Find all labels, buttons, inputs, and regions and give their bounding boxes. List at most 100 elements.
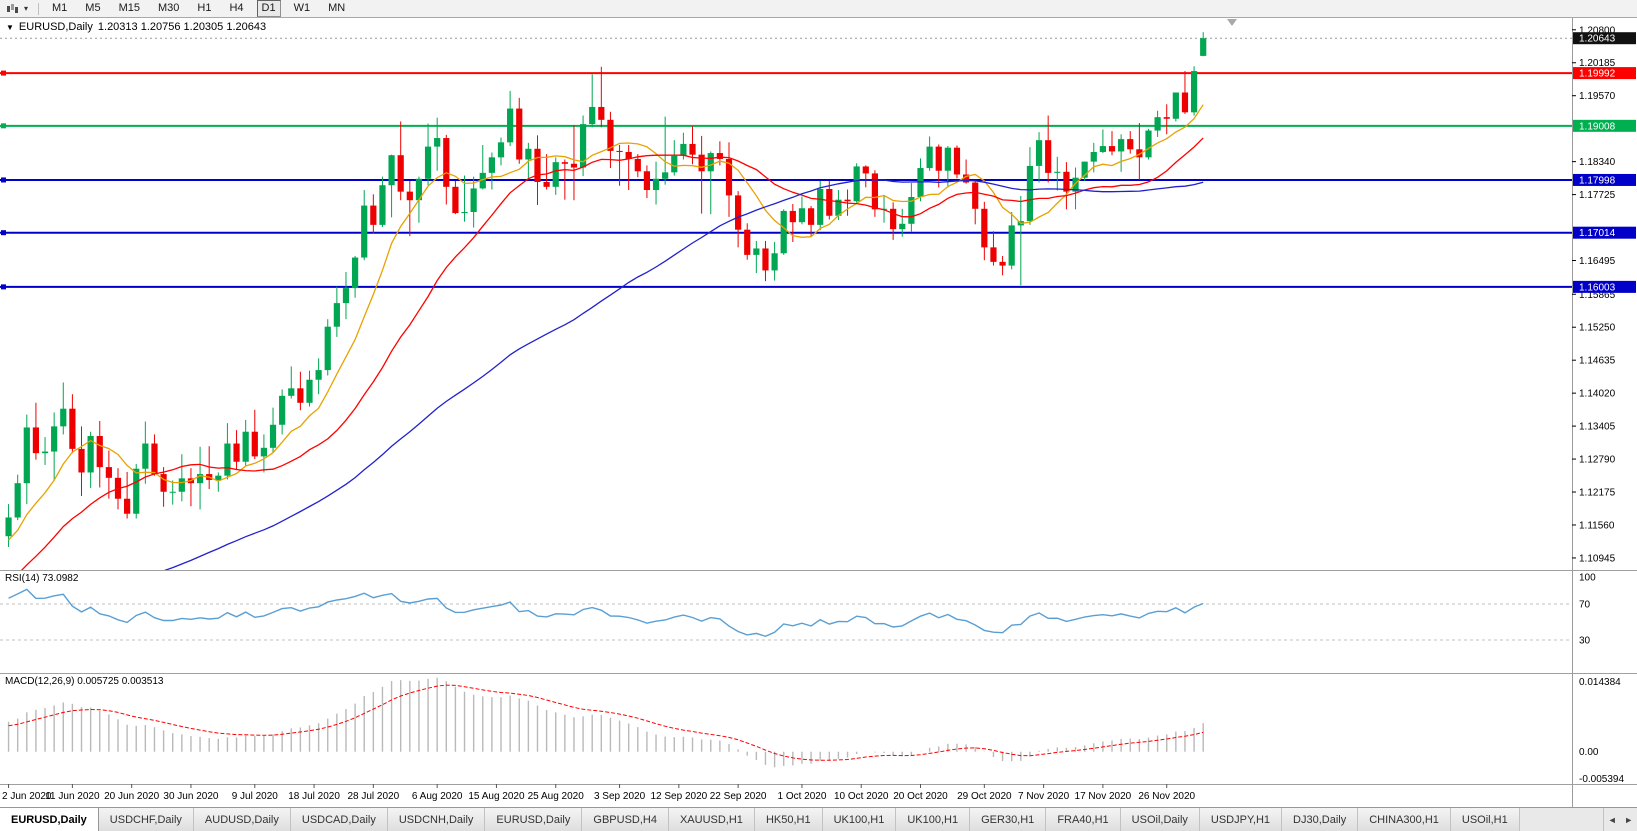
timeframe-button-m5[interactable]: M5 bbox=[85, 2, 101, 14]
chart-tab-eurusd-daily[interactable]: EURUSD,Daily bbox=[0, 808, 99, 831]
price-horizontal-line-1.17014[interactable]: 1.17014 bbox=[0, 226, 1636, 240]
price-chart-canvas[interactable]: 1.20800 1.20185 1.19570 1.18340 1.17725 1.164… bbox=[0, 18, 1637, 807]
timeframe-button-w1[interactable]: W1 bbox=[293, 2, 311, 14]
ma-slow-blue-line bbox=[163, 179, 1204, 570]
chart-tab-usdchf-daily[interactable]: USDCHF,Daily bbox=[98, 808, 194, 831]
svg-text:70: 70 bbox=[1579, 600, 1591, 611]
price-horizontal-line-1.19008[interactable]: 1.19008 bbox=[0, 119, 1636, 133]
macd-pane: 0.014384 0.00 -0.005394 bbox=[7, 677, 1624, 785]
timeframe-button-d1[interactable]: D1 bbox=[256, 0, 281, 17]
chart-tab-uk100-h1[interactable]: UK100,H1 bbox=[822, 808, 897, 831]
timeframe-button-m1[interactable]: M1 bbox=[52, 2, 68, 14]
chart-ohlc-readout: 1.20313 1.20756 1.20305 1.20643 bbox=[97, 21, 267, 33]
svg-text:30: 30 bbox=[1579, 636, 1591, 647]
svg-text:6 Aug 2020: 6 Aug 2020 bbox=[412, 791, 463, 802]
chart-tab-fra40-h1[interactable]: FRA40,H1 bbox=[1046, 808, 1121, 831]
ma-fast-orange-line bbox=[8, 104, 1204, 541]
svg-text:1.18340: 1.18340 bbox=[1579, 157, 1616, 168]
svg-text:22 Sep 2020: 22 Sep 2020 bbox=[710, 791, 767, 802]
chart-tab-eurusd-daily[interactable]: EURUSD,Daily bbox=[485, 808, 583, 831]
macd-indicator-label: MACD(12,26,9) 0.005725 0.003513 bbox=[5, 676, 164, 687]
rsi-pane: 100 70 30 bbox=[0, 573, 1596, 647]
chart-type-dropdown-icon[interactable]: ▾ bbox=[24, 4, 29, 13]
timeframe-toolbar: ▾ M1 M5 M15 M30 H1 H4 D1 W1 MN bbox=[0, 0, 1637, 18]
svg-text:1.14020: 1.14020 bbox=[1579, 389, 1616, 400]
chart-tab-usdcad-daily[interactable]: USDCAD,Daily bbox=[290, 808, 388, 831]
svg-text:1.13405: 1.13405 bbox=[1579, 422, 1616, 433]
svg-text:26 Nov 2020: 26 Nov 2020 bbox=[1138, 791, 1195, 802]
timeframe-button-mn[interactable]: MN bbox=[328, 2, 346, 14]
chart-tab-usdcnh-daily[interactable]: USDCNH,Daily bbox=[387, 808, 486, 831]
svg-text:28 Jul 2020: 28 Jul 2020 bbox=[347, 791, 399, 802]
current-price-line: 1.20643 bbox=[0, 32, 1636, 45]
candles-layer bbox=[5, 32, 1207, 547]
svg-text:1.15865: 1.15865 bbox=[1579, 290, 1616, 301]
tab-scroll-right-icon[interactable]: ► bbox=[1624, 814, 1634, 825]
chart-menu-icon[interactable]: ▼ bbox=[6, 22, 14, 32]
timeframe-button-h1[interactable]: H1 bbox=[197, 2, 212, 14]
price-horizontal-line-1.19992[interactable]: 1.19992 bbox=[0, 67, 1636, 80]
svg-text:1 Oct 2020: 1 Oct 2020 bbox=[777, 791, 826, 802]
svg-text:9 Jul 2020: 9 Jul 2020 bbox=[232, 791, 279, 802]
tab-scroll-controls: ◄ ► bbox=[1603, 808, 1637, 831]
svg-text:1.17725: 1.17725 bbox=[1579, 190, 1616, 201]
svg-text:20 Oct 2020: 20 Oct 2020 bbox=[893, 791, 948, 802]
chart-tab-hk50-h1[interactable]: HK50,H1 bbox=[754, 808, 823, 831]
timeframe-button-h4[interactable]: H4 bbox=[229, 2, 244, 14]
chart-tab-usoil-daily[interactable]: USOil,Daily bbox=[1120, 808, 1200, 831]
toolbar-separator bbox=[38, 2, 40, 15]
chart-tab-ger30-h1[interactable]: GER30,H1 bbox=[970, 808, 1047, 831]
svg-text:1.16003: 1.16003 bbox=[1579, 282, 1616, 293]
chart-shift-marker[interactable] bbox=[1227, 19, 1237, 26]
chart-tab-uk100-h1[interactable]: UK100,H1 bbox=[896, 808, 971, 831]
timeframe-button-m30[interactable]: M30 bbox=[157, 2, 180, 14]
svg-text:30 Jun 2020: 30 Jun 2020 bbox=[163, 791, 218, 802]
ma-mid-red-line bbox=[21, 137, 1204, 570]
svg-text:1.12790: 1.12790 bbox=[1579, 455, 1616, 466]
rsi-line bbox=[8, 588, 1204, 638]
svg-text:1.12175: 1.12175 bbox=[1579, 488, 1616, 499]
chart-tab-usdjpy-h1[interactable]: USDJPY,H1 bbox=[1199, 808, 1283, 831]
svg-text:18 Jul 2020: 18 Jul 2020 bbox=[288, 791, 340, 802]
macd-signal-line bbox=[8, 684, 1204, 761]
price-axis-ticks: 1.20800 1.20185 1.19570 1.18340 1.17725 1.164… bbox=[1572, 25, 1616, 564]
svg-text:0.00: 0.00 bbox=[1579, 747, 1599, 758]
chart-tab-dj30-daily[interactable]: DJ30,Daily bbox=[1282, 808, 1359, 831]
chart-tab-china300-h1[interactable]: CHINA300,H1 bbox=[1358, 808, 1451, 831]
svg-text:29 Oct 2020: 29 Oct 2020 bbox=[957, 791, 1012, 802]
chart-tabs: EURUSD,Daily USDCHF,Daily AUDUSD,Daily USDC… bbox=[0, 808, 1520, 831]
chart-tab-xauusd-h1[interactable]: XAUUSD,H1 bbox=[668, 808, 755, 831]
chart-tab-audusd-daily[interactable]: AUDUSD,Daily bbox=[193, 808, 291, 831]
svg-text:1.19570: 1.19570 bbox=[1579, 91, 1616, 102]
svg-text:1.20800: 1.20800 bbox=[1579, 25, 1616, 36]
timeframe-button-m15[interactable]: M15 bbox=[118, 2, 140, 14]
price-horizontal-line-1.16003[interactable]: 1.16003 bbox=[0, 280, 1636, 294]
chart-area[interactable]: 1.20800 1.20185 1.19570 1.18340 1.17725 1.164… bbox=[0, 18, 1637, 807]
chart-tabs-bar: EURUSD,Daily USDCHF,Daily AUDUSD,Daily USDC… bbox=[0, 807, 1637, 831]
svg-text:7 Nov 2020: 7 Nov 2020 bbox=[1018, 791, 1070, 802]
chart-tab-gbpusd-h4[interactable]: GBPUSD,H4 bbox=[582, 808, 669, 831]
tab-scroll-left-icon[interactable]: ◄ bbox=[1607, 814, 1617, 825]
svg-text:1.10945: 1.10945 bbox=[1579, 553, 1616, 564]
svg-text:1.15250: 1.15250 bbox=[1579, 323, 1616, 334]
svg-text:17 Nov 2020: 17 Nov 2020 bbox=[1075, 791, 1132, 802]
price-horizontal-line-1.17998[interactable]: 1.17998 bbox=[0, 173, 1636, 187]
svg-text:100: 100 bbox=[1579, 573, 1596, 584]
svg-text:0.014384: 0.014384 bbox=[1579, 677, 1621, 688]
svg-text:1.16495: 1.16495 bbox=[1579, 256, 1616, 267]
chart-title: ▼ EURUSD,Daily 1.20313 1.20756 1.20305 1… bbox=[6, 21, 266, 33]
chart-tab-usoil-h1[interactable]: USOil,H1 bbox=[1450, 808, 1520, 831]
chart-type-icon[interactable] bbox=[6, 3, 19, 14]
svg-text:1.17998: 1.17998 bbox=[1579, 175, 1616, 186]
timeframe-buttons: M1 M5 M15 M30 H1 H4 D1 W1 MN bbox=[47, 0, 350, 17]
svg-text:20 Jun 2020: 20 Jun 2020 bbox=[104, 791, 159, 802]
svg-text:10 Oct 2020: 10 Oct 2020 bbox=[834, 791, 889, 802]
macd-histogram bbox=[7, 677, 1204, 768]
svg-text:1.19992: 1.19992 bbox=[1579, 69, 1616, 80]
svg-text:1.14635: 1.14635 bbox=[1579, 356, 1616, 367]
svg-text:1.20643: 1.20643 bbox=[1579, 34, 1616, 45]
svg-text:1.17014: 1.17014 bbox=[1579, 228, 1616, 239]
chart-symbol-period: EURUSD,Daily bbox=[18, 21, 93, 33]
svg-text:12 Sep 2020: 12 Sep 2020 bbox=[650, 791, 707, 802]
